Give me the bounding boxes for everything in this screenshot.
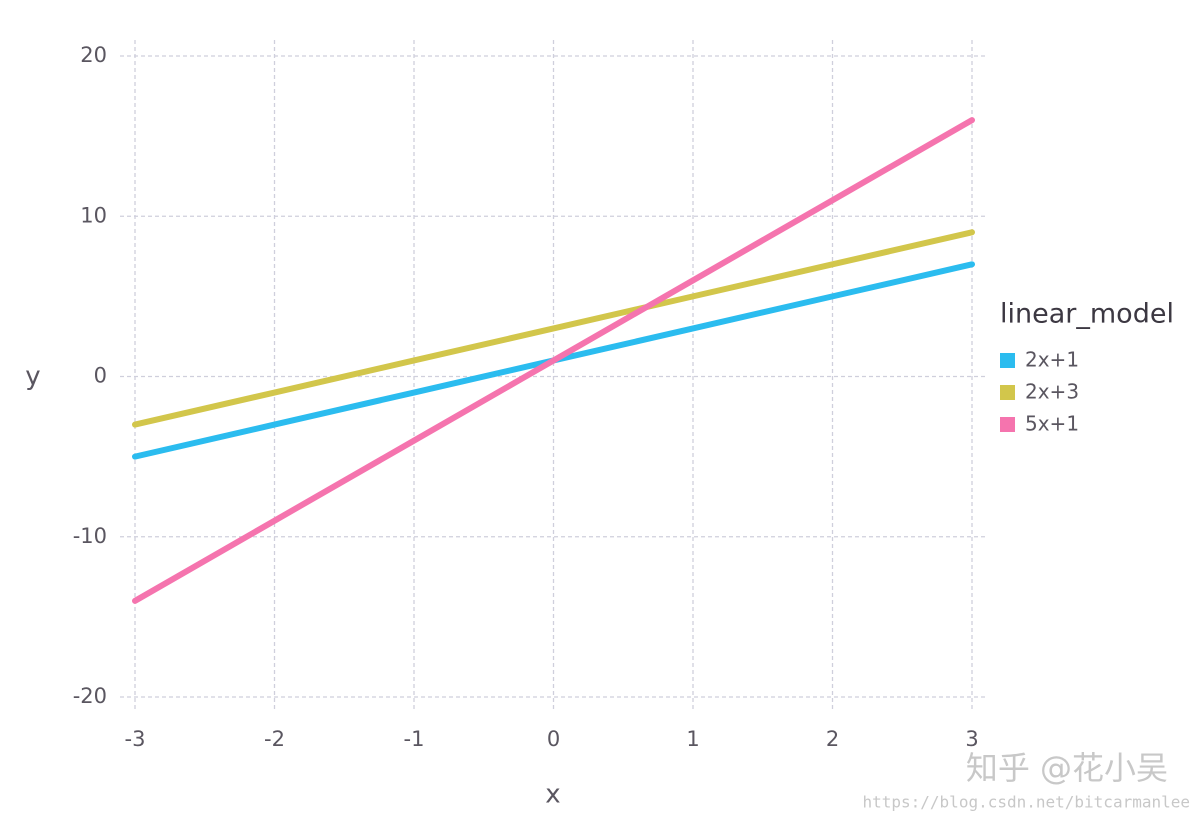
x-tick-label: 1: [686, 727, 699, 751]
legend-swatch: [1000, 417, 1015, 432]
x-tick-label: -2: [264, 727, 285, 751]
source-url: https://blog.csdn.net/bitcarmanlee: [862, 793, 1190, 812]
y-axis-label: y: [25, 362, 40, 392]
x-tick-label: 2: [826, 727, 839, 751]
legend-label: 2x+3: [1025, 380, 1079, 404]
y-tick-label: -10: [73, 524, 107, 548]
legend-swatch: [1000, 385, 1015, 400]
x-tick-label: -1: [404, 727, 425, 751]
watermark: 知乎 @花小吴: [966, 749, 1168, 787]
legend-label: 5x+1: [1025, 412, 1079, 436]
legend-label: 2x+1: [1025, 348, 1079, 372]
x-tick-label: 3: [965, 727, 978, 751]
x-axis-label: x: [545, 780, 560, 810]
x-tick-label: -3: [125, 727, 146, 751]
y-tick-label: 20: [80, 43, 107, 67]
legend-swatch: [1000, 353, 1015, 368]
line: [132, 117, 975, 604]
x-tick-label: 0: [547, 727, 560, 751]
y-tick-label: 10: [80, 203, 107, 227]
y-tick-label: 0: [94, 364, 107, 388]
legend-title: linear_model: [1000, 299, 1174, 330]
line: [132, 229, 975, 428]
y-tick-label: -20: [73, 684, 107, 708]
